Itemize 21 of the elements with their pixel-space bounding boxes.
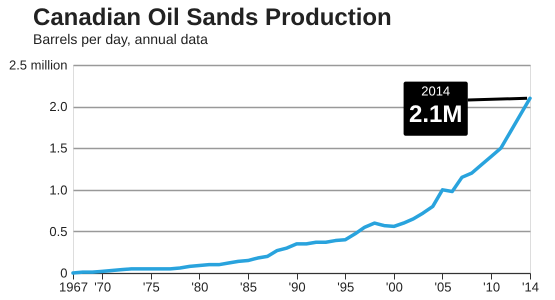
x-tick-label: '80: [191, 280, 208, 294]
y-tick-label: 1.0: [49, 182, 68, 198]
y-tick-label: 2.5 million: [8, 58, 68, 72]
y-tick-label: 1.5: [49, 140, 68, 156]
x-tick-label: '05: [434, 280, 452, 294]
x-tick-label: '70: [94, 280, 112, 294]
y-tick-label: 0.5: [49, 224, 68, 239]
x-tick-label: '75: [142, 280, 160, 294]
y-tick-label: 2.0: [49, 99, 68, 114]
x-tick-label: '14: [522, 280, 539, 294]
x-tick-label: 1967: [59, 280, 88, 294]
x-tick-label: '90: [288, 280, 306, 294]
chart-subtitle: Barrels per day, annual data: [33, 31, 208, 47]
y-tick-label: 0: [60, 266, 68, 280]
x-tick-label: '10: [483, 280, 500, 294]
x-tick-label: '00: [386, 280, 403, 294]
x-tick-label: '85: [240, 280, 257, 294]
chart-title: Canadian Oil Sands Production: [33, 4, 392, 31]
x-tick-label: '95: [337, 280, 354, 294]
annotation: 2014: [421, 84, 450, 99]
annotation: 2.1M: [409, 100, 462, 128]
